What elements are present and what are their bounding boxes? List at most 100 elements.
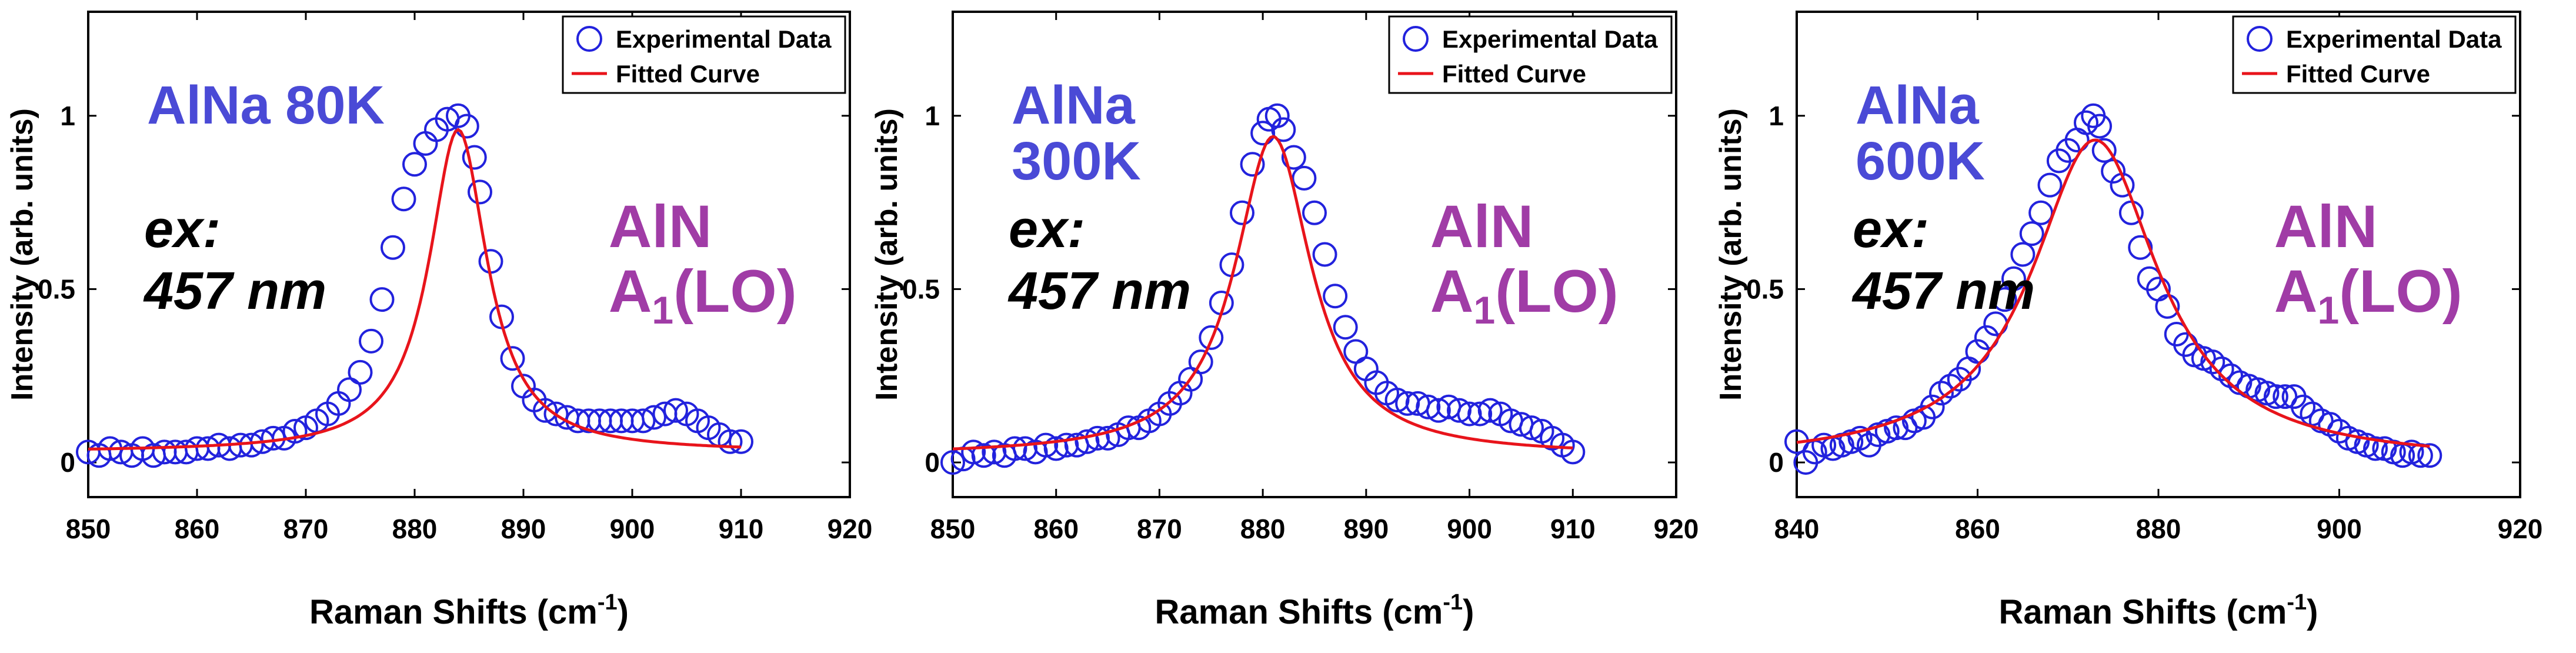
experimental-data-point bbox=[1938, 374, 1963, 399]
experimental-data-point bbox=[718, 429, 743, 454]
experimental-data-point bbox=[369, 287, 395, 312]
experimental-data-point bbox=[2318, 412, 2343, 437]
x-tick-label: 900 bbox=[610, 514, 655, 544]
x-tick-label: 920 bbox=[1654, 514, 1699, 544]
fitted-curve-line bbox=[88, 128, 742, 451]
x-tick-label: 860 bbox=[175, 514, 220, 544]
x-tick-label: 890 bbox=[1343, 514, 1389, 544]
chart-panel-2: 850 860 870 880 890 900 910 920 0 0.5 1 Raman Shift… bbox=[870, 11, 1699, 631]
legend-label-fitted: Fitted Curve bbox=[2286, 60, 2430, 88]
x-tick-label: 860 bbox=[1033, 514, 1079, 544]
y-axis-label: Intensity (arb. units) bbox=[1714, 108, 1748, 401]
y-tick-label: 0 bbox=[925, 447, 940, 478]
experimental-data-point bbox=[1467, 401, 1493, 427]
sample-label: 600K bbox=[1856, 131, 1985, 191]
experimental-data-point bbox=[1560, 439, 1586, 465]
experimental-data-point bbox=[940, 450, 965, 475]
x-tick-label: 870 bbox=[1137, 514, 1182, 544]
x-axis-label: Raman Shifts (cm-1) bbox=[1998, 590, 2318, 631]
experimental-data-point bbox=[1884, 415, 1909, 441]
y-tick-label: 0.5 bbox=[902, 274, 940, 304]
experimental-data-point bbox=[729, 429, 753, 454]
experimental-data-point bbox=[2200, 349, 2225, 375]
chart-panel-1: 850 860 870 880 890 900 910 920 0 0.5 1 Raman Shift… bbox=[5, 11, 873, 631]
x-tick-label: 840 bbox=[1774, 514, 1820, 544]
experimental-data-point bbox=[1230, 200, 1254, 225]
experimental-data-point bbox=[1519, 415, 1544, 441]
experimental-data-point bbox=[2101, 159, 2126, 184]
sample-label: AlNa 80K bbox=[147, 75, 385, 135]
experimental-data-point bbox=[359, 328, 383, 354]
experimental-data-point bbox=[2037, 172, 2063, 198]
y-axis-label: Intensity (arb. units) bbox=[5, 108, 39, 401]
experimental-data-point bbox=[2363, 436, 2388, 461]
sample-label: AlNa bbox=[1856, 75, 1979, 135]
experimental-data-point bbox=[1333, 315, 1358, 340]
fitted-curve-line bbox=[952, 135, 1573, 451]
legend-marker-experimental bbox=[576, 26, 602, 52]
experimental-data-point bbox=[2209, 356, 2234, 381]
experimental-data-point bbox=[1264, 103, 1290, 128]
experimental-data-point bbox=[971, 443, 996, 468]
experimental-data-point bbox=[1920, 394, 1945, 419]
legend-label-fitted: Fitted Curve bbox=[616, 60, 760, 88]
experimental-data-point bbox=[1188, 349, 1213, 375]
excitation-label: 457 nm bbox=[1851, 262, 2035, 321]
x-tick-label: 870 bbox=[283, 514, 329, 544]
experimental-data-point bbox=[2218, 363, 2243, 388]
experimental-data-point bbox=[2128, 235, 2153, 260]
experimental-data-point bbox=[2074, 110, 2098, 135]
experimental-data-point bbox=[282, 419, 308, 444]
x-tick-label: 850 bbox=[66, 514, 111, 544]
experimental-data-point bbox=[1929, 381, 1954, 406]
x-tick-label: 910 bbox=[719, 514, 764, 544]
fitted-curve-line bbox=[1796, 138, 2430, 448]
peak-label-name: AlN bbox=[2274, 193, 2378, 260]
experimental-data-point bbox=[1426, 398, 1451, 423]
x-tick-label: 900 bbox=[2317, 514, 2362, 544]
x-tick-label: 920 bbox=[2498, 514, 2543, 544]
experimental-data-point bbox=[961, 439, 986, 465]
peak-label-mode: A1(LO) bbox=[2274, 258, 2462, 332]
experimental-data-point bbox=[337, 377, 362, 402]
sample-label: AlNa bbox=[1012, 75, 1135, 135]
x-tick-label: 910 bbox=[1550, 514, 1596, 544]
experimental-data-point bbox=[2417, 443, 2442, 468]
x-axis-label: Raman Shifts (cm-1) bbox=[309, 590, 629, 631]
y-tick-label: 0.5 bbox=[1746, 274, 1784, 304]
x-tick-label: 920 bbox=[827, 514, 873, 544]
legend: Experimental Data Fitted Curve bbox=[562, 15, 846, 94]
experimental-data-point bbox=[2291, 394, 2315, 419]
experimental-data-point bbox=[543, 401, 569, 427]
experimental-data-point bbox=[1302, 200, 1327, 225]
experimental-data-point bbox=[1847, 425, 1873, 451]
x-tick-label: 900 bbox=[1447, 514, 1492, 544]
y-tick-label: 1 bbox=[925, 101, 940, 131]
experimental-data-point bbox=[2001, 266, 2026, 291]
plot-frame bbox=[952, 11, 1677, 498]
experimental-data-point bbox=[1416, 394, 1441, 419]
y-tick-label: 0 bbox=[1769, 447, 1784, 478]
x-tick-label: 880 bbox=[2136, 514, 2181, 544]
legend-label-experimental: Experimental Data bbox=[1442, 25, 1658, 53]
experimental-data-point bbox=[402, 152, 427, 177]
sample-label: 300K bbox=[1012, 131, 1141, 191]
x-tick-label: 880 bbox=[1240, 514, 1286, 544]
experimental-data-point bbox=[381, 235, 405, 260]
experimental-data-point bbox=[2010, 242, 2036, 267]
legend-label-experimental: Experimental Data bbox=[2286, 25, 2502, 53]
experimental-data-point bbox=[2028, 200, 2054, 225]
experimental-data-point bbox=[1343, 339, 1369, 364]
legend-label-experimental: Experimental Data bbox=[616, 25, 832, 53]
experimental-data-point bbox=[630, 408, 656, 434]
experimental-data-point bbox=[413, 131, 438, 156]
legend-marker-experimental bbox=[1403, 26, 1429, 52]
experimental-data-point bbox=[2019, 221, 2044, 246]
experimental-data-point bbox=[462, 145, 487, 170]
x-tick-label: 880 bbox=[392, 514, 438, 544]
excitation-label: 457 nm bbox=[143, 262, 326, 321]
y-tick-label: 1 bbox=[1769, 101, 1784, 131]
experimental-data-point bbox=[2273, 384, 2298, 409]
legend-box bbox=[2232, 15, 2517, 94]
peak-label-mode: A1(LO) bbox=[1430, 258, 1619, 332]
